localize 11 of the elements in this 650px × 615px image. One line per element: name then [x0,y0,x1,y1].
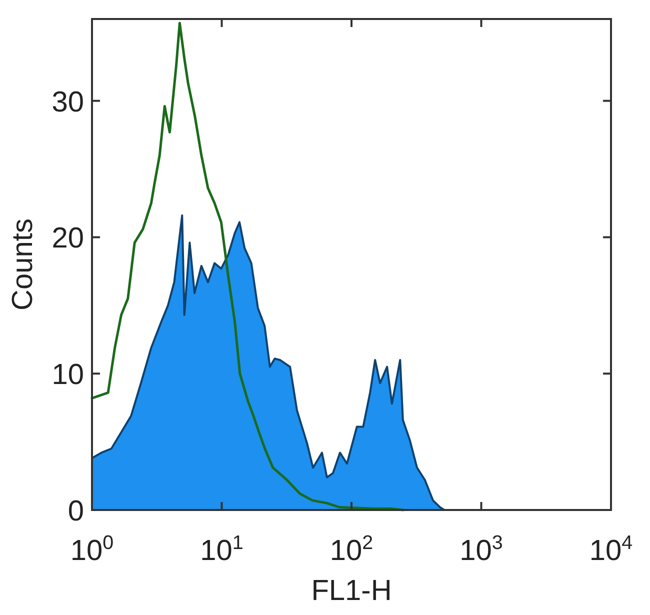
x-tick-label: 10$^{0}$ [70,532,114,567]
y-tick-label: 0 [68,495,84,528]
x-axis-title: FL1-H [311,575,392,607]
y-tick-label: 10 [52,359,84,392]
x-tick-label: 10$^{4}$ [589,532,633,567]
x-tick-label: 10$^{2}$ [330,532,374,567]
y-tick-label: 30 [52,86,84,118]
x-tick-label: 10$^{1}$ [200,532,244,567]
x-tick-label: 10$^{3}$ [460,532,503,567]
y-axis-title: Counts [7,218,39,310]
y-tick-label: 20 [52,222,84,255]
